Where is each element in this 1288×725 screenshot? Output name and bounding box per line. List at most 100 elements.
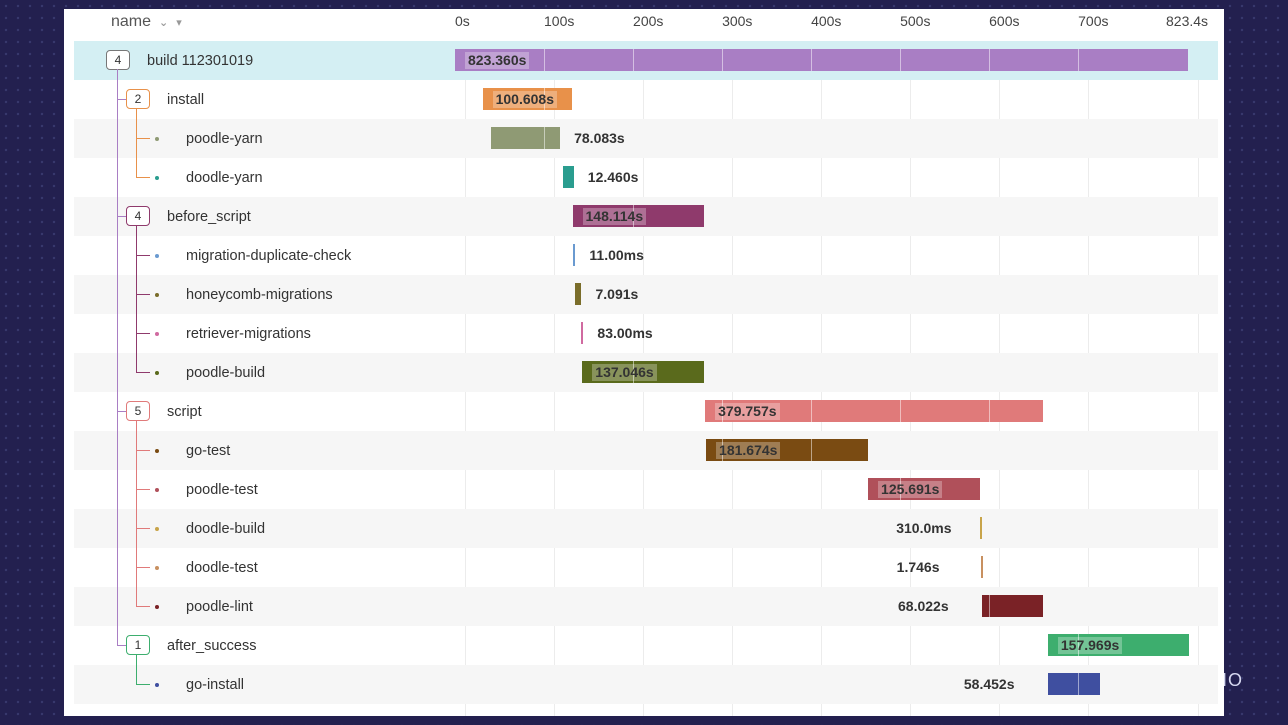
span-duration: 823.360s — [465, 52, 530, 69]
time-tick-label: 823.4s — [1166, 13, 1209, 29]
tree-connector — [117, 645, 126, 646]
chevron-down-icon[interactable]: ⌄ — [159, 16, 169, 29]
span-name: retriever-migrations — [186, 326, 311, 342]
span-row[interactable]: 2 install 100.608s — [74, 80, 1218, 119]
span-color-dot — [155, 566, 159, 570]
tree-connector — [136, 255, 150, 256]
span-bar[interactable] — [980, 517, 983, 539]
span-row[interactable]: doodle-yarn 12.460s — [74, 158, 1218, 197]
span-color-dot — [155, 176, 159, 180]
child-count-badge[interactable]: 4 — [126, 206, 150, 226]
span-name: install — [167, 92, 205, 108]
span-color-dot — [155, 527, 159, 531]
span-bar[interactable] — [575, 283, 582, 305]
time-tick-label: 400s — [811, 13, 842, 29]
span-row[interactable]: go-install 58.452s — [74, 665, 1218, 704]
span-bar[interactable]: 379.757s — [705, 400, 1044, 422]
span-color-dot — [155, 449, 159, 453]
span-row[interactable]: 4 before_script 148.114s — [74, 197, 1218, 236]
span-row[interactable]: 1 after_success 157.969s — [74, 626, 1218, 665]
tree-connector — [136, 606, 150, 607]
span-color-dot — [155, 605, 159, 609]
span-bar[interactable]: 823.360s — [455, 49, 1188, 71]
time-tick-label: 500s — [900, 13, 931, 29]
span-bar[interactable]: 125.691s — [868, 478, 980, 500]
span-name: build 112301019 — [147, 53, 254, 69]
span-duration: 12.460s — [587, 169, 639, 185]
span-duration: 83.00ms — [597, 325, 653, 341]
span-row[interactable]: poodle-lint 68.022s — [74, 587, 1218, 626]
span-bar[interactable] — [573, 244, 576, 266]
span-name: poodle-lint — [186, 599, 253, 615]
span-row[interactable]: doodle-test 1.746s — [74, 548, 1218, 587]
span-duration: 137.046s — [592, 364, 657, 381]
span-row[interactable]: 5 script 379.757s — [74, 392, 1218, 431]
tree-connector — [136, 294, 150, 295]
tree-connector — [136, 450, 150, 451]
name-column-header[interactable]: name ⌄ ▾ — [111, 13, 182, 31]
child-count-badge[interactable]: 5 — [126, 401, 150, 421]
time-tick-label: 200s — [633, 13, 664, 29]
span-row[interactable]: poodle-build 137.046s — [74, 353, 1218, 392]
span-bar[interactable] — [562, 166, 574, 188]
span-duration: 78.083s — [574, 130, 625, 146]
span-name: doodle-test — [186, 560, 258, 576]
span-bar[interactable]: 157.969s — [1047, 634, 1189, 656]
span-duration: 1.746s — [896, 559, 940, 575]
span-duration: 58.452s — [963, 676, 1015, 692]
tree-connector — [136, 177, 150, 178]
span-bar[interactable] — [490, 127, 561, 149]
span-row[interactable]: go-test 181.674s — [74, 431, 1218, 470]
span-color-dot — [155, 683, 159, 687]
span-bar[interactable]: 181.674s — [706, 439, 868, 461]
span-row[interactable]: poodle-test 125.691s — [74, 470, 1218, 509]
span-duration: 181.674s — [716, 442, 781, 459]
span-bar[interactable] — [980, 556, 983, 578]
span-color-dot — [155, 293, 159, 297]
span-name: script — [167, 404, 202, 420]
tree-connector — [136, 684, 150, 685]
span-row[interactable]: honeycomb-migrations 7.091s — [74, 275, 1218, 314]
span-duration: 157.969s — [1057, 637, 1123, 654]
span-row[interactable]: doodle-build 310.0ms — [74, 509, 1218, 548]
span-duration: 100.608s — [492, 91, 557, 108]
span-color-dot — [155, 254, 159, 258]
span-name: go-install — [186, 677, 245, 693]
span-name: poodle-yarn — [186, 131, 263, 147]
span-bar[interactable] — [581, 322, 584, 344]
span-row[interactable]: migration-duplicate-check 11.00ms — [74, 236, 1218, 275]
tree-connector — [136, 372, 150, 373]
tree-connector — [117, 99, 126, 100]
span-row[interactable]: retriever-migrations 83.00ms — [74, 314, 1218, 353]
tree-connector — [136, 108, 137, 177]
tree-connector — [136, 489, 150, 490]
tree-connector — [136, 225, 137, 372]
span-duration: 379.757s — [715, 403, 780, 420]
span-bar[interactable] — [982, 595, 1043, 617]
span-bar[interactable] — [1047, 673, 1100, 695]
time-tick-label: 700s — [1078, 13, 1109, 29]
span-row[interactable]: poodle-yarn 78.083s — [74, 119, 1218, 158]
tree-connector — [117, 69, 118, 645]
span-name: after_success — [167, 638, 257, 654]
tree-connector — [136, 333, 150, 334]
time-tick-label: 100s — [544, 13, 575, 29]
span-bar[interactable]: 148.114s — [572, 205, 705, 227]
span-row[interactable]: 4 build 112301019 823.360s — [74, 41, 1218, 80]
span-bar[interactable]: 100.608s — [482, 88, 573, 110]
timeline-header: name ⌄ ▾ 0s 100s 200s 300s 400s 500s 600s 700s 8… — [64, 9, 1224, 41]
span-name: doodle-yarn — [186, 170, 263, 186]
sort-icon[interactable]: ▾ — [176, 16, 182, 29]
tree-connector — [136, 528, 150, 529]
span-duration: 11.00ms — [589, 247, 644, 263]
child-count-badge[interactable]: 1 — [126, 635, 150, 655]
tree-connector — [117, 411, 126, 412]
child-count-badge[interactable]: 4 — [106, 50, 130, 70]
time-tick-label: 300s — [722, 13, 753, 29]
tree-connector — [136, 654, 137, 684]
child-count-badge[interactable]: 2 — [126, 89, 150, 109]
span-duration: 68.022s — [898, 598, 949, 614]
tree-connector — [136, 138, 150, 139]
tree-connector — [117, 216, 126, 217]
span-bar[interactable]: 137.046s — [582, 361, 705, 383]
